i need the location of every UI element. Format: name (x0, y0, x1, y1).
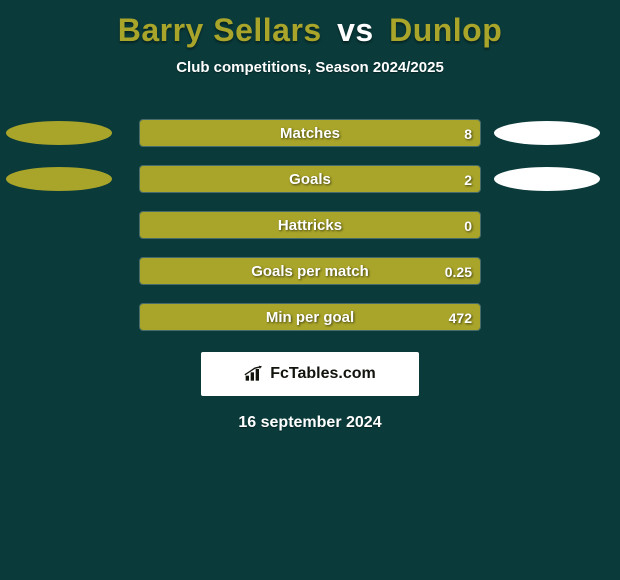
stat-row: Matches8 (0, 110, 620, 156)
stat-bar: Hattricks0 (139, 211, 481, 239)
vs-text: vs (337, 12, 374, 48)
stat-label: Goals per match (140, 258, 480, 285)
player1-ellipse (6, 167, 112, 191)
stat-bar: Goals per match0.25 (139, 257, 481, 285)
stat-value-right: 8 (464, 120, 472, 147)
stat-value-right: 2 (464, 166, 472, 193)
brand-text: FcTables.com (270, 365, 376, 383)
stat-label: Matches (140, 120, 480, 147)
stat-row: Goals per match0.25 (0, 248, 620, 294)
date-text: 16 september 2024 (0, 414, 620, 432)
subtitle: Club competitions, Season 2024/2025 (0, 59, 620, 76)
player2-name: Dunlop (389, 12, 502, 48)
stat-bar: Min per goal472 (139, 303, 481, 331)
player1-ellipse (6, 121, 112, 145)
stat-row: Goals2 (0, 156, 620, 202)
barchart-icon (244, 365, 264, 383)
stat-row: Hattricks0 (0, 202, 620, 248)
stats-container: Matches8Goals2Hattricks0Goals per match0… (0, 110, 620, 340)
page-title: Barry Sellars vs Dunlop (0, 0, 620, 49)
brand-badge: FcTables.com (201, 352, 419, 396)
stat-bar: Matches8 (139, 119, 481, 147)
player1-name: Barry Sellars (118, 12, 322, 48)
stat-value-right: 0 (464, 212, 472, 239)
stat-label: Min per goal (140, 304, 480, 331)
stat-value-right: 0.25 (445, 258, 472, 285)
stat-value-right: 472 (449, 304, 472, 331)
player2-ellipse (494, 121, 600, 145)
player2-ellipse (494, 167, 600, 191)
stat-label: Hattricks (140, 212, 480, 239)
stat-bar: Goals2 (139, 165, 481, 193)
stat-label: Goals (140, 166, 480, 193)
stat-row: Min per goal472 (0, 294, 620, 340)
